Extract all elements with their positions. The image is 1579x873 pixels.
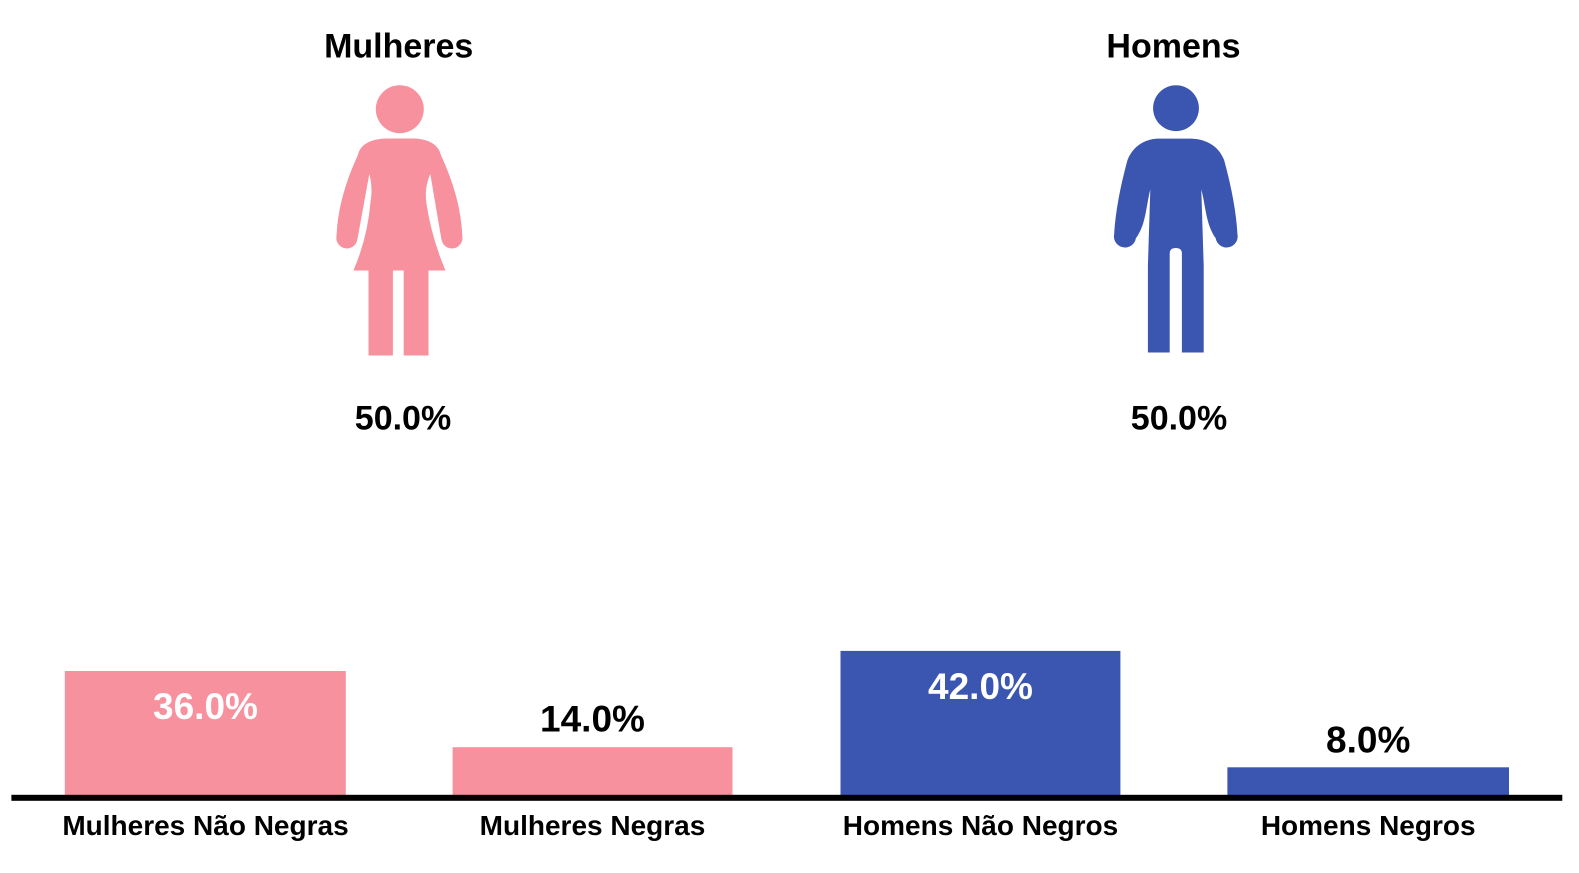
svg-text:Homens Negros: Homens Negros (1261, 810, 1476, 841)
svg-text:14.0%: 14.0% (540, 699, 645, 740)
svg-text:Homens Não Negros: Homens Não Negros (843, 810, 1118, 841)
svg-text:36.0%: 36.0% (153, 686, 258, 727)
svg-text:8.0%: 8.0% (1326, 719, 1410, 760)
svg-text:Mulheres Não Negras: Mulheres Não Negras (62, 810, 348, 841)
svg-text:50.0%: 50.0% (355, 400, 451, 438)
svg-text:Homens: Homens (1106, 27, 1240, 65)
svg-text:Mulheres: Mulheres (324, 27, 473, 65)
svg-text:50.0%: 50.0% (1131, 400, 1227, 438)
svg-text:Mulheres Negras: Mulheres Negras (480, 810, 706, 841)
svg-text:42.0%: 42.0% (928, 666, 1033, 707)
